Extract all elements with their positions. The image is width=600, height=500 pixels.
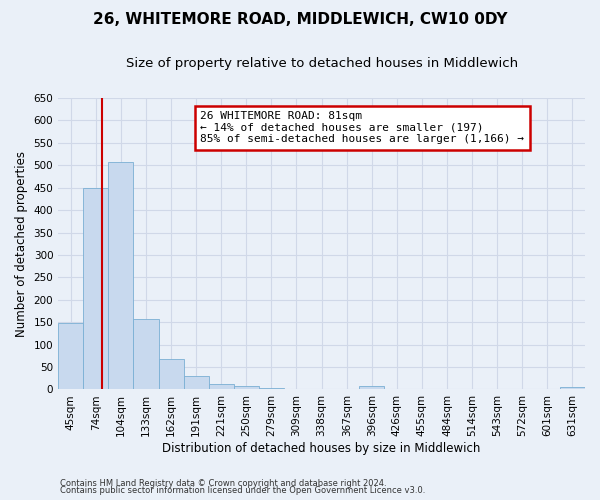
- Bar: [184, 376, 209, 390]
- Text: 26, WHITEMORE ROAD, MIDDLEWICH, CW10 0DY: 26, WHITEMORE ROAD, MIDDLEWICH, CW10 0DY: [93, 12, 507, 28]
- Title: Size of property relative to detached houses in Middlewich: Size of property relative to detached ho…: [125, 58, 518, 70]
- Bar: [158, 359, 184, 390]
- Text: Contains HM Land Registry data © Crown copyright and database right 2024.: Contains HM Land Registry data © Crown c…: [60, 478, 386, 488]
- Bar: [234, 386, 259, 390]
- Y-axis label: Number of detached properties: Number of detached properties: [15, 151, 28, 337]
- Bar: [109, 162, 133, 390]
- Text: 26 WHITEMORE ROAD: 81sqm
← 14% of detached houses are smaller (197)
85% of semi-: 26 WHITEMORE ROAD: 81sqm ← 14% of detach…: [200, 111, 524, 144]
- Text: Contains public sector information licensed under the Open Government Licence v3: Contains public sector information licen…: [60, 486, 425, 495]
- X-axis label: Distribution of detached houses by size in Middlewich: Distribution of detached houses by size …: [163, 442, 481, 455]
- Bar: [359, 386, 385, 390]
- Bar: [209, 384, 234, 390]
- Bar: [133, 318, 158, 390]
- Bar: [259, 388, 284, 390]
- Bar: [560, 387, 585, 390]
- Bar: [58, 323, 83, 390]
- Bar: [83, 188, 109, 390]
